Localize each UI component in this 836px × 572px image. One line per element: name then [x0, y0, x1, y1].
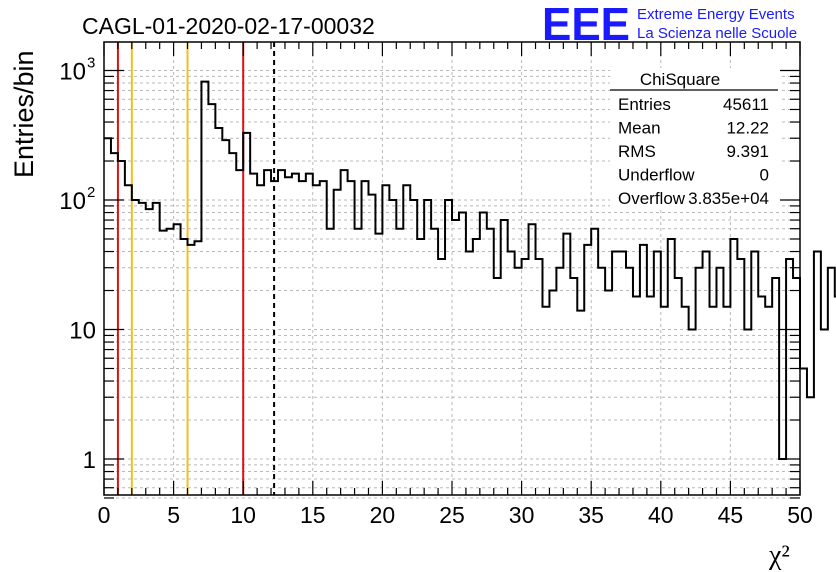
stats-row-value: 0	[760, 166, 769, 185]
x-tick-label: 25	[439, 502, 465, 528]
y-tick-label: 1	[83, 447, 96, 474]
stats-row-value: 45611	[723, 95, 769, 114]
x-axis-label: χ²	[768, 540, 790, 571]
x-tick-label: 40	[648, 502, 674, 528]
stats-box-title: ChiSquare	[640, 70, 720, 89]
eee-logo: EEE Extreme Energy Events La Scienza nel…	[542, 0, 797, 50]
x-tick-label: 5	[167, 502, 180, 528]
stats-row-label: Mean	[618, 119, 661, 138]
stats-row-label: Underflow	[618, 166, 695, 185]
x-tick-label: 10	[230, 502, 256, 528]
y-tick-label: 10	[69, 318, 96, 345]
y-tick-exponent: 2	[87, 184, 95, 201]
stats-row-label: RMS	[618, 142, 656, 161]
threshold-lines	[116, 42, 276, 495]
stats-row-value: 12.22	[726, 119, 769, 138]
stats-row-label: Entries	[618, 95, 671, 114]
y-tick-label: 10	[59, 188, 86, 215]
logo-line-1: Extreme Energy Events	[637, 6, 795, 23]
x-tick-label: 30	[509, 502, 535, 528]
x-tick-label: 0	[98, 502, 111, 528]
logo-line-2: La Scienza nelle Scuole	[637, 25, 797, 42]
stats-rows: Entries 45611 Mean 12.22 RMS 9.391 Underflow 0 O…	[618, 95, 769, 208]
y-tick-exponent: 3	[87, 55, 95, 72]
histogram-series	[104, 80, 836, 460]
y-tick-label: 10	[59, 59, 86, 86]
x-tick-label: 35	[578, 502, 604, 528]
chart-title: CAGL-01-2020-02-17-00032	[82, 13, 375, 39]
y-axis-label: Entries/bin	[9, 50, 39, 178]
stats-row-label: Overflow	[618, 189, 686, 208]
x-tick-labels: 0 5 10 15 20 25 30 35 40 45 50	[98, 502, 813, 528]
x-tick-label: 15	[300, 502, 326, 528]
stats-row-value: 9.391	[726, 142, 769, 161]
x-tick-label: 45	[718, 502, 744, 528]
axis-ticks	[103, 42, 801, 499]
x-tick-label: 50	[787, 502, 813, 528]
stats-box: ChiSquare Entries 45611 Mean 12.22 RMS 9.391 U…	[610, 68, 780, 210]
x-tick-label: 20	[370, 502, 396, 528]
stats-row-value: 3.835e+04	[688, 189, 769, 208]
stats-box-background	[610, 68, 780, 210]
